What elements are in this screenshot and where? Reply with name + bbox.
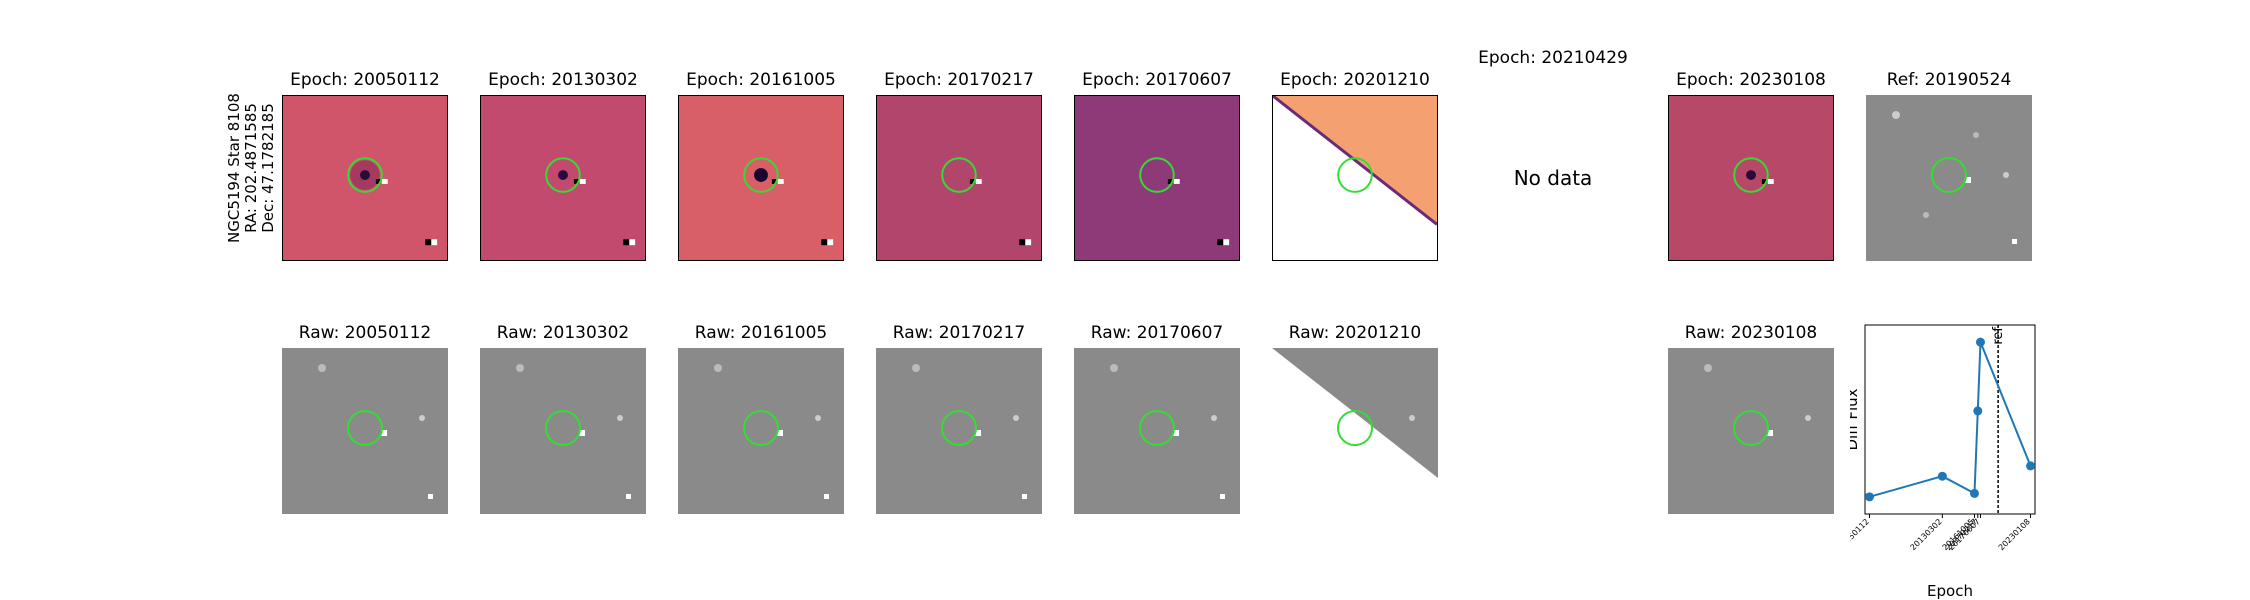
diff-title-8: Epoch: 20230108 bbox=[1676, 70, 1826, 90]
diff-image-5 bbox=[1074, 95, 1240, 261]
diff-title-7: Epoch: 20210429 bbox=[1478, 48, 1628, 68]
diff-title-4: Epoch: 20170217 bbox=[884, 70, 1034, 90]
ref-label: ref bbox=[1991, 327, 2006, 345]
series-line bbox=[1869, 341, 2032, 498]
data-point bbox=[1937, 471, 1947, 481]
diff-image-8 bbox=[1668, 95, 1834, 261]
diff-image-1 bbox=[282, 95, 448, 261]
raw-title-7: Raw: 20230108 bbox=[1684, 323, 1818, 343]
target-name: NGC5194 Star 8108 bbox=[225, 93, 243, 243]
raw-image-1 bbox=[282, 348, 448, 514]
ref-image bbox=[1866, 95, 2032, 261]
diff-title-2: Epoch: 20130302 bbox=[488, 70, 638, 90]
y-axis-label: Diff Flux bbox=[1850, 388, 1861, 450]
raw-title-2: Raw: 20130302 bbox=[496, 323, 630, 343]
diff-image-3 bbox=[678, 95, 844, 261]
raw-image-2 bbox=[480, 348, 646, 514]
plot-frame bbox=[1864, 324, 2036, 515]
diff-image-2 bbox=[480, 95, 646, 261]
diff-title-1: Epoch: 20050112 bbox=[290, 70, 440, 90]
diff-title-5: Epoch: 20170607 bbox=[1082, 70, 1232, 90]
raw-image-5 bbox=[1074, 348, 1240, 514]
ref-title: Ref: 20190524 bbox=[1886, 70, 2012, 90]
raw-image-4 bbox=[876, 348, 1042, 514]
data-point bbox=[1864, 492, 1874, 502]
raw-title-4: Raw: 20170217 bbox=[892, 323, 1026, 343]
data-point bbox=[1975, 337, 1985, 347]
x-tick-label: 20130302 bbox=[1909, 517, 1944, 552]
raw-image-3 bbox=[678, 348, 844, 514]
x-tick-label: 20050112 bbox=[1850, 517, 1871, 552]
data-point bbox=[1969, 488, 1979, 498]
x-tick-label: 20230108 bbox=[1997, 517, 2032, 552]
target-ra: RA: 202.4871585 bbox=[242, 103, 260, 233]
data-point bbox=[1973, 406, 1983, 416]
target-label: NGC5194 Star 8108 RA: 202.4871585 Dec: 4… bbox=[225, 88, 277, 248]
diff-image-4 bbox=[876, 95, 1042, 261]
raw-title-6: Raw: 20201210 bbox=[1288, 323, 1422, 343]
target-dec: Dec: 47.1782185 bbox=[259, 103, 277, 233]
diff-title-6: Epoch: 20201210 bbox=[1280, 70, 1430, 90]
raw-image-6 bbox=[1272, 348, 1438, 514]
no-data-message: No data bbox=[1513, 166, 1593, 190]
x-axis-label: Epoch bbox=[1927, 582, 1973, 600]
raw-title-3: Raw: 20161005 bbox=[694, 323, 828, 343]
raw-title-5: Raw: 20170607 bbox=[1090, 323, 1224, 343]
raw-image-7 bbox=[1668, 348, 1834, 514]
data-point bbox=[2026, 461, 2036, 471]
diff-title-3: Epoch: 20161005 bbox=[686, 70, 836, 90]
raw-title-1: Raw: 20050112 bbox=[298, 323, 432, 343]
diff-image-6 bbox=[1272, 95, 1438, 261]
